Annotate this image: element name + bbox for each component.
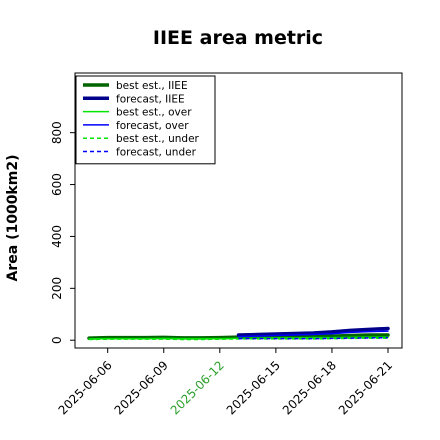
- chart-title: IIEE area metric: [153, 27, 323, 49]
- y-tick-label: 800: [50, 121, 64, 144]
- y-axis-label: Area (1000km2): [5, 155, 21, 282]
- plot-frame: [74, 72, 403, 349]
- y-tick-label: 400: [50, 225, 64, 248]
- series-line-5: [238, 336, 389, 340]
- legend-label: forecast, IIEE: [116, 93, 185, 105]
- x-tick-label: 2025-06-21: [336, 358, 395, 417]
- y-tick-label: 200: [50, 277, 64, 300]
- legend-box: [75, 75, 216, 165]
- x-tick-label: 2025-06-18: [280, 358, 339, 417]
- x-tick-label: 2025-06-15: [224, 358, 283, 417]
- series-line-3: [237, 330, 389, 338]
- legend-label: forecast, under: [116, 147, 197, 159]
- x-tick-label: 2025-06-06: [56, 358, 115, 417]
- legend-label: best est., over: [116, 107, 192, 119]
- series-line-1: [236, 326, 390, 337]
- legend-label: best est., under: [116, 133, 200, 145]
- y-tick-label: 0: [50, 336, 64, 344]
- legend-label: forecast, over: [116, 120, 189, 132]
- legend-label: best est., IIEE: [116, 80, 188, 92]
- y-tick-label: 600: [50, 173, 64, 196]
- x-tick-label: 2025-06-09: [112, 358, 171, 417]
- x-tick-label: 2025-06-12: [168, 358, 227, 417]
